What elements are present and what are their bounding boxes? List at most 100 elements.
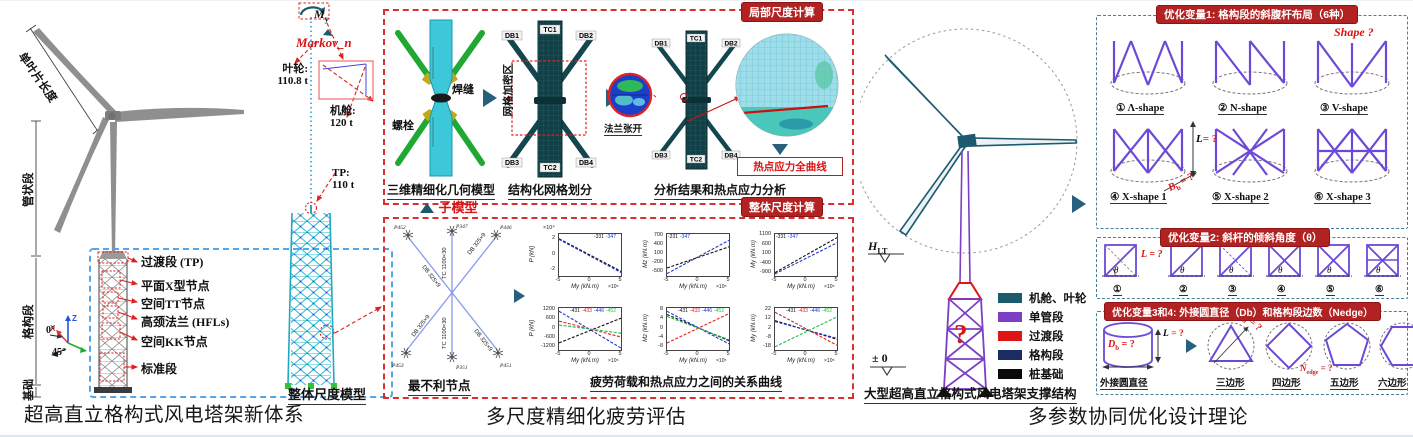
submodel-label: 子模型 bbox=[420, 197, 477, 217]
legend-swatch-transition bbox=[998, 330, 1022, 341]
svg-text:DB3: DB3 bbox=[505, 160, 519, 167]
shape-question-label: Shape ? bbox=[1334, 25, 1374, 39]
l-eq-label: L= ? bbox=[1196, 133, 1218, 145]
svg-text:θ: θ bbox=[1114, 265, 1119, 275]
mesh-refine-zone-label: 网格加密区 bbox=[503, 64, 515, 117]
fatigue-chart-Mz-331: Mz (kN.m) 700 400 100 -200 -500 -331 -347 -5 0 5 My… bbox=[642, 232, 730, 290]
fatigue-chart-My-331: My (kN.m) 1100 600 100 -400 -900 -331 -347 -5 0 5 M… bbox=[750, 231, 838, 290]
dimension-lines bbox=[25, 24, 103, 398]
svg-text:TC 1100×30: TC 1100×30 bbox=[442, 317, 448, 349]
flow-arrow-1 bbox=[483, 89, 497, 107]
cylinder-caption: 外接圆直径 bbox=[1100, 375, 1148, 390]
annotation-kk-node: 空间KK节点 bbox=[141, 335, 208, 349]
nacelle-mass-label: 机舱: 120 t bbox=[330, 105, 356, 129]
svg-text:TC1: TC1 bbox=[690, 36, 703, 43]
svg-text:P446: P446 bbox=[499, 224, 512, 231]
svg-text:θ: θ bbox=[1376, 265, 1381, 275]
var34-badge: 优化变量3和4: 外接圆直径（Db）和格构段边数（Nedge） bbox=[1104, 302, 1382, 321]
fatigue-chart-P-431: P (kN) 1200 600 0 -600 -1200 -431 -433 -446 -452-… bbox=[529, 305, 622, 364]
fatigue-chart-Mz-431: Mz (kN.m) 8 4 0 -4 -8 -431 -433 -446 -452 -5 0 5 My (… bbox=[642, 305, 730, 364]
shape-x1 bbox=[1110, 128, 1186, 183]
global-scale-badge: 整体尺度计算 bbox=[741, 197, 823, 217]
deg45-label: 45° bbox=[52, 347, 66, 358]
annotation-standard: 标准段 bbox=[141, 362, 178, 376]
annotation-tp: 过渡段 (TP) bbox=[141, 255, 204, 269]
angle-square-2-num: ② bbox=[1179, 285, 1188, 296]
left-panel-title: 超高直立格构式风电塔架新体系 bbox=[24, 404, 305, 426]
angle-square-5: θ bbox=[1315, 244, 1352, 277]
geometric-model-drawing bbox=[395, 19, 485, 177]
deg0-label: 0° bbox=[46, 325, 55, 336]
svg-text:θ: θ bbox=[1180, 265, 1185, 275]
annotation-tt-node: 空间TT节点 bbox=[141, 297, 206, 311]
local-scale-box bbox=[383, 9, 854, 205]
svg-text:P451: P451 bbox=[499, 362, 512, 369]
coordinate-axes: Z X bbox=[49, 314, 87, 357]
svg-text:DB3: DB3 bbox=[654, 153, 667, 160]
angle-square-3: θ bbox=[1217, 244, 1254, 277]
svg-text:Z: Z bbox=[72, 314, 77, 323]
polygon-triangle bbox=[1207, 322, 1255, 370]
shape-x1-caption: ④ X-shape 1 bbox=[1110, 192, 1167, 204]
structure-caption: 大型超高直立格构式风电塔架支撑结构 bbox=[864, 383, 1077, 404]
tubular-section-dim-label: 管状段 bbox=[23, 172, 35, 208]
angle-square-2: θ bbox=[1168, 244, 1205, 277]
angle-square-3-num: ③ bbox=[1228, 285, 1237, 296]
svg-text:DB1: DB1 bbox=[505, 33, 519, 40]
polygon-hexagon bbox=[1379, 322, 1413, 370]
legend-swatch-nacelle bbox=[998, 292, 1022, 303]
svg-text:P453: P453 bbox=[391, 362, 404, 369]
svg-text:TC2: TC2 bbox=[690, 157, 703, 164]
shape-v bbox=[1314, 40, 1390, 95]
shape-x3-caption: ⑥ X-shape 3 bbox=[1314, 192, 1371, 204]
bb-dim-line bbox=[1163, 172, 1197, 192]
svg-text:DB1: DB1 bbox=[654, 41, 667, 48]
svg-text:DB 325×9: DB 325×9 bbox=[420, 265, 441, 289]
flow-arrow-3 bbox=[514, 289, 525, 303]
cylinder-db-eq: Db = ? bbox=[1108, 339, 1135, 352]
svg-text:θ: θ bbox=[1278, 265, 1283, 275]
legend-item-pile: 桩基础 bbox=[998, 364, 1087, 383]
global-scale-box bbox=[383, 217, 854, 399]
angle-square-4-num: ④ bbox=[1277, 285, 1286, 296]
right-panel-title: 多参数协同优化设计理论 bbox=[1028, 406, 1249, 428]
polygon-pentagon bbox=[1323, 322, 1371, 370]
shape-n-caption: ② N-shape bbox=[1218, 103, 1267, 115]
local-scale-badge: 局部尺度计算 bbox=[741, 2, 823, 22]
flow-arrow-down bbox=[772, 144, 788, 155]
legend-swatch-pile bbox=[998, 368, 1022, 379]
angle-square-1: θ bbox=[1102, 244, 1139, 277]
flange-open-inset bbox=[607, 72, 653, 118]
var2-l-eq: L = ? bbox=[1141, 249, 1163, 260]
analysis-caption: 分析结果和热点应力分析 bbox=[654, 181, 787, 200]
svg-text:DB4: DB4 bbox=[724, 153, 737, 160]
legend-item-lattice: 格构段 bbox=[998, 345, 1087, 364]
svg-text:TC1: TC1 bbox=[543, 27, 556, 34]
annotation-hfl: 高颈法兰 (HFLs) bbox=[141, 315, 230, 329]
svg-text:DB2: DB2 bbox=[579, 33, 593, 40]
foundation-dim-label: 基础 bbox=[23, 379, 35, 401]
mesh-model-caption: 结构化网格划分 bbox=[508, 181, 593, 200]
angle-square-4: θ bbox=[1266, 244, 1303, 277]
ground-level-label: ± 0 bbox=[872, 351, 888, 365]
markov-label: Markov_n bbox=[296, 35, 352, 50]
svg-text:P351: P351 bbox=[455, 365, 468, 371]
hotspot-zoom-circle bbox=[735, 33, 839, 137]
shape-lambda bbox=[1110, 40, 1186, 95]
rotor-mass-label: 叶轮: 110.8 t bbox=[277, 63, 308, 87]
var1-badge: 优化变量1: 格构段的斜腹杆布局（6种） bbox=[1156, 5, 1359, 24]
flow-arrow-right-panel bbox=[1072, 195, 1086, 213]
mid-panel-title: 多尺度精细化疲劳评估 bbox=[486, 406, 687, 428]
worst-node-diagram: P452 P347 P446 P453 P351 P451 DB 325×9 T… bbox=[391, 223, 512, 371]
legend-item-nacelle: 机舱、叶轮 bbox=[998, 288, 1087, 307]
angle-square-1-num: ① bbox=[1113, 285, 1122, 296]
polygon-quad bbox=[1265, 322, 1313, 370]
legend-item-monopole: 单管段 bbox=[998, 307, 1087, 326]
shape-x2 bbox=[1212, 128, 1288, 183]
legend-item-transition: 过渡段 bbox=[998, 326, 1087, 345]
hub-height-label: HLT bbox=[868, 239, 888, 256]
worst-node-caption: 最不利节点 bbox=[408, 375, 471, 396]
lattice-region-box bbox=[89, 248, 393, 398]
callout-arrows bbox=[117, 257, 139, 370]
